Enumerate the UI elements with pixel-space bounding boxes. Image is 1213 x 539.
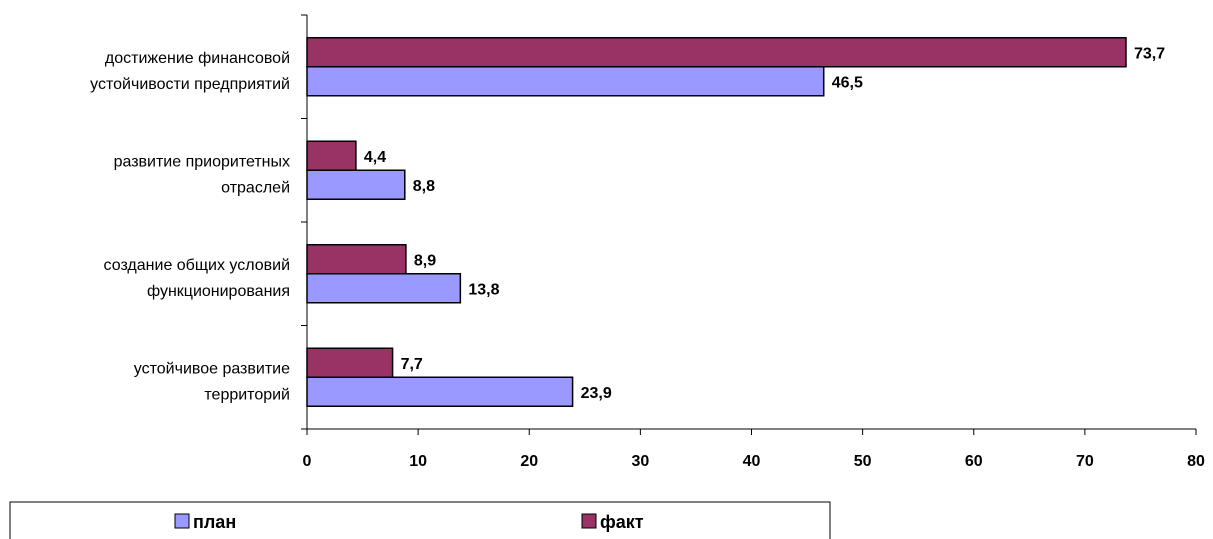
data-label: 46,5 <box>832 74 863 91</box>
legend: план факт <box>9 501 831 539</box>
legend-box <box>9 501 831 539</box>
x-tick-label: 40 <box>743 453 761 470</box>
bar-plan <box>306 273 462 304</box>
x-tick-label: 10 <box>409 453 427 470</box>
bar-plan <box>306 376 574 407</box>
data-label: 4,4 <box>364 149 386 166</box>
data-label: 8,8 <box>413 178 435 195</box>
bar-fact <box>306 37 1127 68</box>
x-tick-label: 30 <box>631 453 649 470</box>
legend-swatch-plan <box>174 513 190 529</box>
category-label: развитие приоритетных отраслей <box>114 153 290 196</box>
x-tick-label: 60 <box>965 453 983 470</box>
bars <box>306 37 1127 407</box>
data-label: 73,7 <box>1134 45 1165 62</box>
x-tick-labels: 0 10 20 30 40 50 60 70 80 <box>303 453 1205 470</box>
data-label: 8,9 <box>414 252 436 269</box>
x-tick-label: 0 <box>303 453 312 470</box>
legend-label-fact: факт <box>600 512 644 532</box>
category-label: достижение финансовой устойчивости предпр… <box>90 50 290 93</box>
data-label: 23,9 <box>581 385 612 402</box>
category-label: устойчивое развитие территорий <box>134 360 290 403</box>
legend-label-plan: план <box>193 512 236 532</box>
value-labels: 73,7 46,5 4,4 8,8 8,9 13,8 7,7 23,9 <box>364 45 1165 402</box>
bar-fact <box>306 244 407 275</box>
x-tick-label: 20 <box>520 453 538 470</box>
x-tick-label: 50 <box>854 453 872 470</box>
category-label: создание общих условий функционирования <box>104 257 290 300</box>
category-labels: достижение финансовой устойчивости предпр… <box>90 50 290 404</box>
x-tick-label: 70 <box>1076 453 1094 470</box>
x-tick-label: 80 <box>1187 453 1205 470</box>
data-label: 7,7 <box>401 356 423 373</box>
bar-plan <box>306 169 406 200</box>
bar-plan <box>306 66 825 97</box>
legend-swatch-fact <box>581 513 597 529</box>
bar-fact <box>306 347 394 378</box>
bar-fact <box>306 140 357 171</box>
data-label: 13,8 <box>468 281 499 298</box>
